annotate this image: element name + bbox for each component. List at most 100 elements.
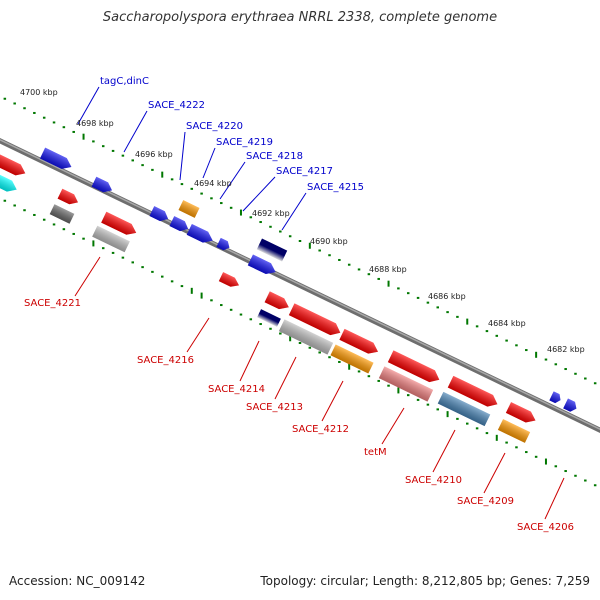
reverse-gene-label: SACE_4209: [457, 496, 514, 507]
gene-shade: [497, 419, 531, 443]
gene-feature: [186, 223, 213, 243]
gene-feature: [169, 216, 189, 232]
gene-shade: [378, 366, 434, 402]
tick-label: 4684 kbp: [488, 319, 526, 328]
gene-feature: [178, 200, 200, 218]
leader-line: [239, 340, 260, 382]
gene-feature: [505, 402, 536, 423]
forward-gene-label: SACE_4222: [148, 100, 205, 111]
gene-feature: [247, 254, 276, 275]
gene-feature: [387, 350, 440, 383]
gene-shade: [0, 172, 17, 192]
gene-feature: [549, 391, 561, 404]
gene-body: [257, 309, 281, 327]
gene-shade: [169, 216, 189, 232]
gene-shade: [278, 319, 334, 355]
leader-line: [179, 131, 186, 181]
gene-shade: [330, 344, 374, 374]
reverse-gene-label: SACE_4206: [517, 522, 574, 533]
gene-shade: [57, 188, 79, 205]
gene-feature: [288, 303, 341, 336]
leader-line: [77, 86, 100, 125]
gene-shade: [149, 206, 169, 222]
gene-shade: [288, 303, 341, 336]
gene-feature: [57, 188, 79, 205]
gene-shade: [549, 391, 561, 404]
forward-gene-label: SACE_4219: [216, 137, 273, 148]
forward-gene-label: SACE_4215: [307, 182, 364, 193]
tick-label: 4690 kbp: [310, 237, 348, 246]
feature-track: [0, 147, 577, 443]
feature-labels: tagC,dinC SACE_4222 SACE_4220 SACE_4219 SACE…: [24, 76, 574, 533]
gene-feature: [49, 204, 75, 224]
reverse-gene-label: SACE_4214: [208, 384, 265, 395]
gene-shade: [437, 391, 491, 427]
gene-shade: [339, 328, 379, 354]
gene-shade: [387, 350, 440, 383]
leader-line: [381, 407, 405, 445]
reverse-gene-label: SACE_4210: [405, 475, 462, 486]
gene-feature: [330, 344, 374, 374]
reverse-gene-label: SACE_4221: [24, 298, 81, 309]
backbone: [0, 138, 600, 433]
gene-feature: [101, 211, 137, 235]
gene-feature: [149, 206, 169, 222]
gene-feature: [216, 237, 230, 251]
gene-feature: [0, 153, 26, 176]
tick-label: 4688 kbp: [369, 265, 407, 274]
gene-feature: [92, 225, 130, 253]
tick-labels: 4700 kbp 4698 kbp 4696 kbp 4694 kbp 4692 kbp…: [20, 88, 585, 354]
reverse-gene-label: SACE_4212: [292, 424, 349, 435]
gene-shade: [49, 204, 75, 224]
leader-line: [321, 380, 344, 422]
gene-shade: [178, 200, 200, 218]
gene-shade: [505, 402, 536, 423]
gene-feature: [278, 319, 334, 355]
tick-label: 4682 kbp: [547, 345, 585, 354]
tick-ring-inner: [3, 199, 597, 487]
leader-line: [432, 429, 456, 473]
gene-body: [256, 238, 288, 262]
gene-feature: [437, 391, 491, 427]
forward-gene-label: SACE_4218: [246, 151, 303, 162]
backbone-line: [0, 138, 600, 433]
reverse-gene-label: SACE_4213: [246, 402, 303, 413]
leader-line: [281, 192, 307, 231]
gene-feature: [339, 328, 379, 354]
gene-shade: [264, 291, 289, 310]
gene-shade: [39, 147, 72, 169]
tick-label: 4700 kbp: [20, 88, 58, 97]
forward-gene-label: tagC,dinC: [100, 76, 149, 87]
leader-line: [202, 147, 216, 179]
gene-feature: [257, 309, 281, 327]
tick-label: 4692 kbp: [252, 209, 290, 218]
gene-shade: [216, 237, 230, 251]
leader-line: [219, 161, 246, 200]
gene-shade: [447, 375, 498, 407]
forward-gene-label: SACE_4220: [186, 121, 243, 132]
gene-feature: [91, 176, 113, 193]
gene-shade: [247, 254, 276, 275]
gene-feature: [563, 398, 577, 412]
gene-feature: [497, 419, 531, 443]
gene-feature: [378, 366, 434, 402]
gene-shade: [186, 223, 213, 243]
leader-line: [274, 356, 297, 400]
tick-ring-outer: [3, 97, 597, 385]
gene-feature: [218, 272, 240, 287]
gene-shade: [91, 176, 113, 193]
leader-line: [123, 110, 148, 153]
gene-shade: [101, 211, 137, 235]
leader-line: [186, 317, 210, 353]
gene-shade: [0, 153, 26, 176]
tick-label: 4686 kbp: [428, 292, 466, 301]
gene-feature: [39, 147, 72, 169]
gene-feature: [264, 291, 289, 310]
leader-line: [483, 452, 506, 494]
reverse-gene-label: tetM: [364, 447, 387, 458]
accession-text: Accession: NC_009142: [9, 574, 146, 588]
gene-feature: [447, 375, 498, 407]
gene-feature: [256, 238, 288, 262]
gene-shade: [92, 225, 130, 253]
